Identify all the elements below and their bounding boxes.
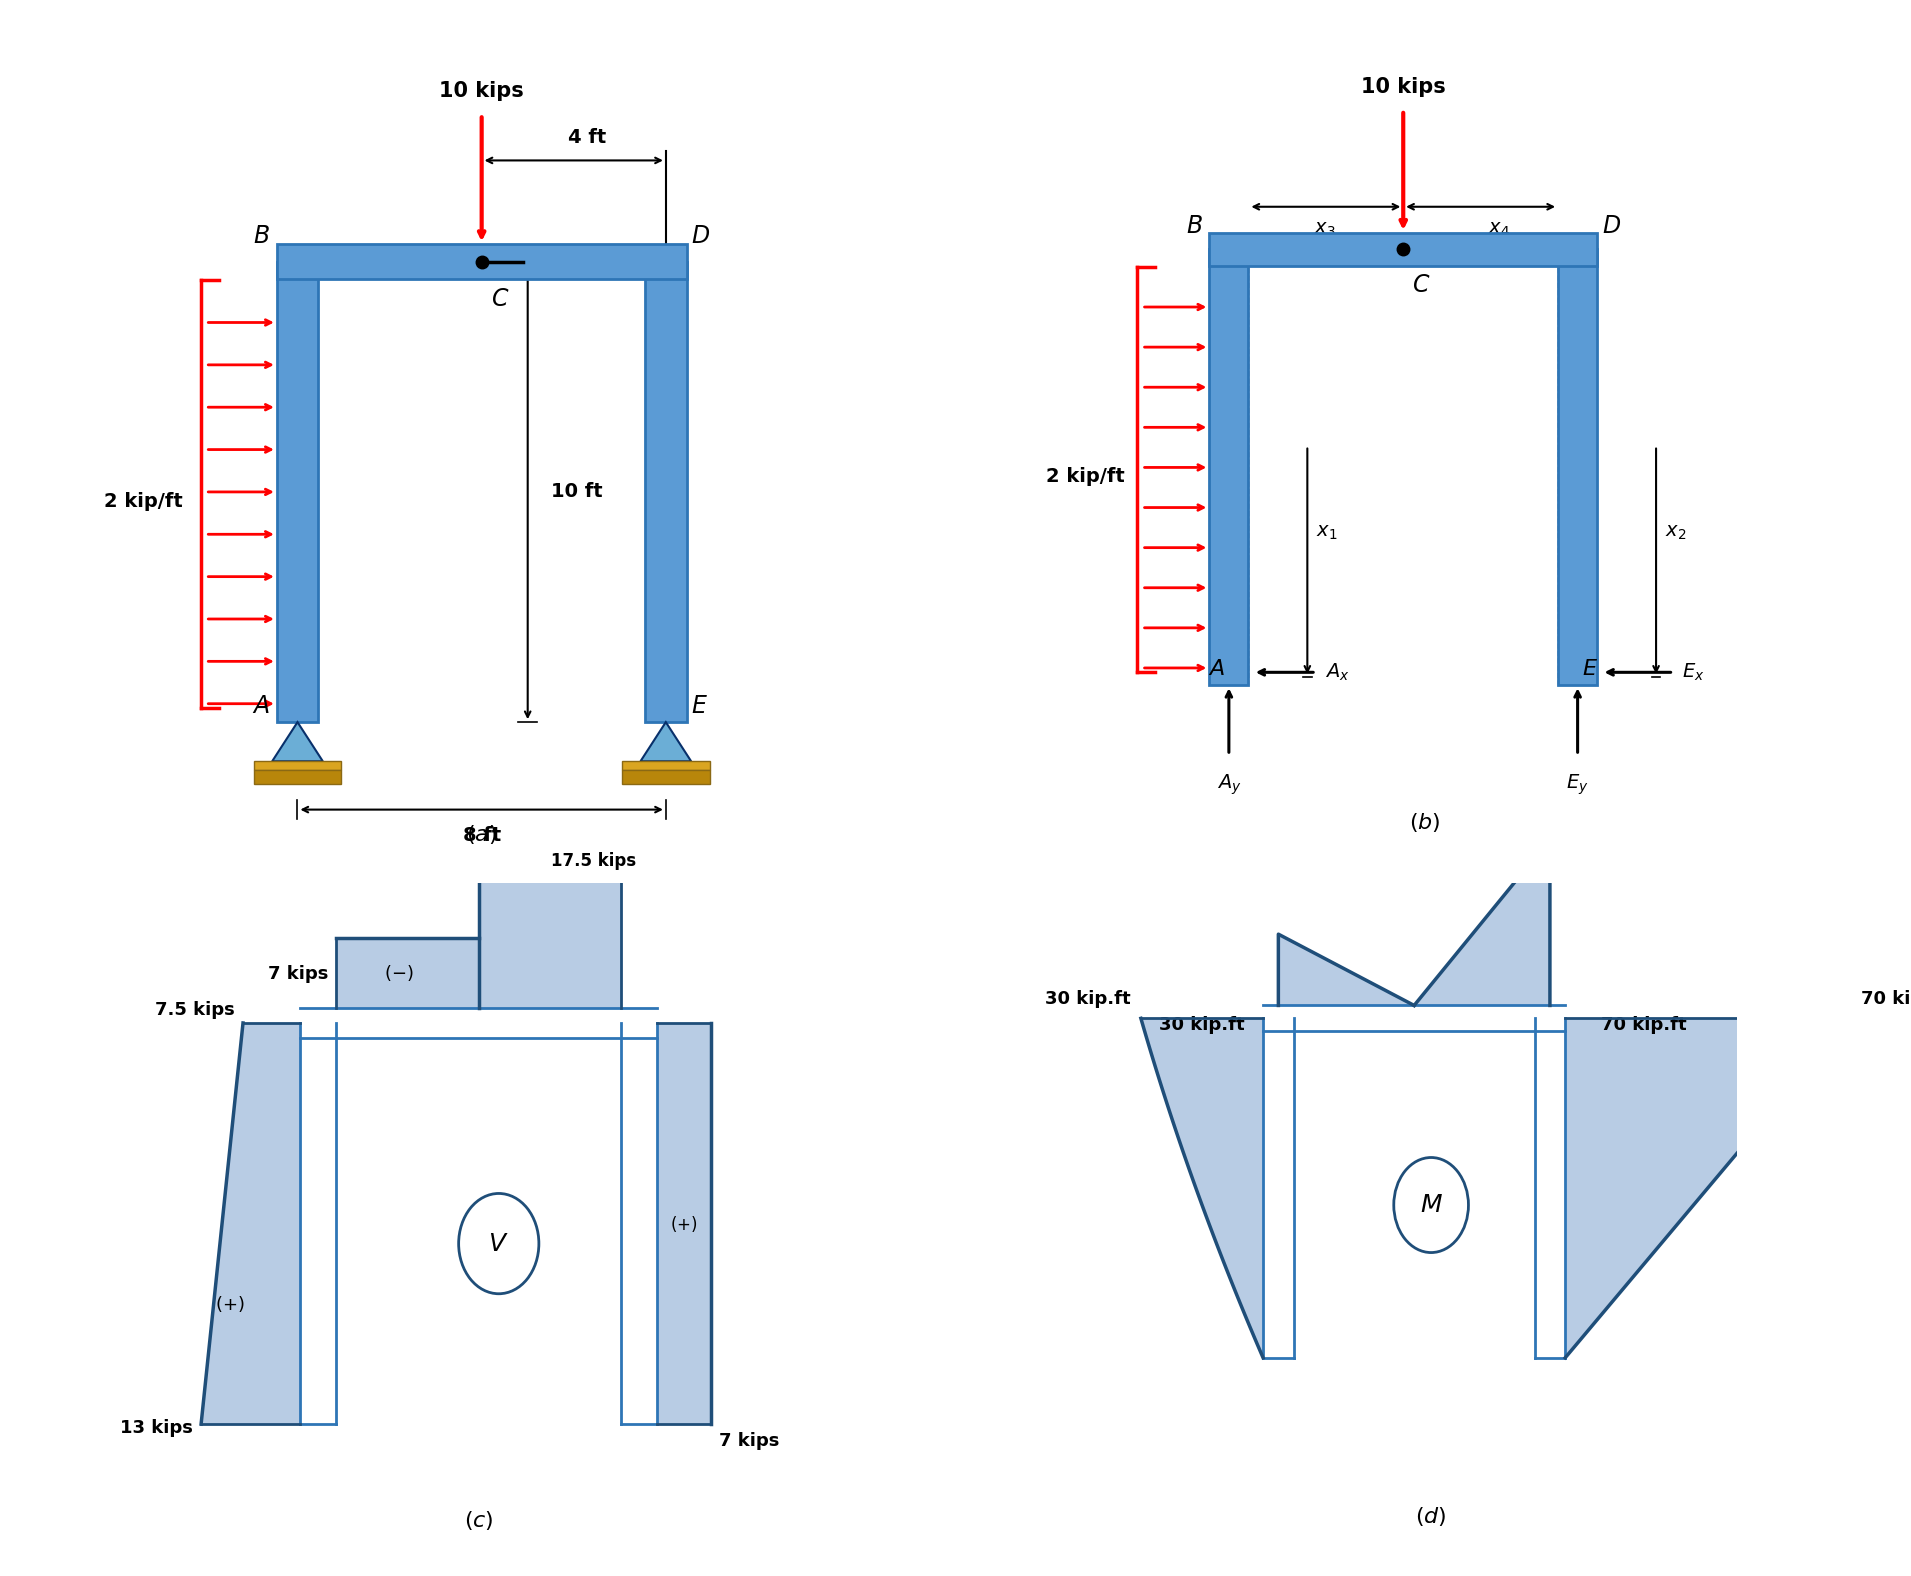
Polygon shape [623, 761, 709, 771]
Text: $(-)$: $(-)$ [384, 963, 413, 982]
Polygon shape [1141, 1018, 1263, 1359]
Text: $x_4$: $x_4$ [1489, 219, 1510, 240]
Text: 13 kips: 13 kips [120, 1418, 193, 1437]
Polygon shape [623, 771, 709, 785]
Text: $(b)$: $(b)$ [1408, 810, 1441, 834]
Polygon shape [1565, 1018, 1850, 1359]
Text: $(a)$: $(a)$ [466, 823, 497, 846]
Polygon shape [277, 244, 686, 279]
Text: $E$: $E$ [1582, 659, 1598, 679]
Text: 70 kip.ft: 70 kip.ft [1861, 990, 1911, 1009]
Text: 8 ft: 8 ft [462, 826, 501, 845]
Polygon shape [1210, 249, 1248, 686]
Text: $(c)$: $(c)$ [464, 1510, 493, 1532]
Text: 30 kip.ft: 30 kip.ft [1158, 1017, 1244, 1034]
Text: $D$: $D$ [692, 224, 711, 249]
Text: $B$: $B$ [1187, 213, 1202, 238]
Text: $A$: $A$ [1208, 659, 1225, 679]
Polygon shape [478, 832, 621, 1007]
Text: $x_1$: $x_1$ [1317, 523, 1338, 542]
Ellipse shape [459, 1193, 539, 1294]
Polygon shape [201, 1023, 300, 1425]
Polygon shape [1414, 838, 1550, 1005]
Polygon shape [1278, 935, 1414, 1005]
Text: 7 kips: 7 kips [268, 965, 329, 983]
Text: 10 ft: 10 ft [550, 482, 602, 501]
Text: $(d)$: $(d)$ [1416, 1505, 1447, 1527]
Text: 17.5 kips: 17.5 kips [550, 853, 636, 870]
Polygon shape [1210, 233, 1598, 266]
Polygon shape [254, 771, 342, 785]
Text: 7 kips: 7 kips [719, 1433, 780, 1450]
Text: 10 kips: 10 kips [1361, 77, 1445, 96]
Text: $C$: $C$ [491, 287, 510, 310]
Polygon shape [657, 1023, 711, 1425]
Text: $x_3$: $x_3$ [1315, 219, 1336, 240]
Polygon shape [277, 262, 319, 722]
Text: $B$: $B$ [252, 224, 269, 249]
Text: $C$: $C$ [1412, 274, 1429, 298]
Polygon shape [271, 722, 323, 761]
Polygon shape [1557, 249, 1598, 686]
Text: 10 kips: 10 kips [440, 80, 524, 101]
Text: $(+)$: $(+)$ [216, 1294, 245, 1314]
Polygon shape [640, 722, 692, 761]
Text: $E_y$: $E_y$ [1567, 772, 1588, 797]
Text: $V$: $V$ [489, 1231, 508, 1256]
Text: $A_x$: $A_x$ [1324, 662, 1349, 682]
Text: $E_x$: $E_x$ [1682, 662, 1705, 682]
Ellipse shape [1393, 1157, 1468, 1253]
Text: $A$: $A$ [252, 693, 269, 717]
Text: $M$: $M$ [1420, 1193, 1443, 1217]
Text: $D$: $D$ [1601, 213, 1621, 238]
Text: $(+)$: $(+)$ [671, 1214, 698, 1234]
Text: 70 kip.ft: 70 kip.ft [1601, 1017, 1687, 1034]
Polygon shape [336, 938, 478, 1007]
Text: 30 kip.ft: 30 kip.ft [1045, 990, 1131, 1009]
Text: $E$: $E$ [692, 693, 707, 717]
Polygon shape [254, 761, 342, 771]
Text: 7.5 kips: 7.5 kips [155, 1001, 235, 1020]
Text: 2 kip/ft: 2 kip/ft [103, 492, 183, 511]
Text: 4 ft: 4 ft [568, 128, 606, 147]
Text: 2 kip/ft: 2 kip/ft [1045, 466, 1124, 485]
Polygon shape [646, 262, 686, 722]
Text: $x_2$: $x_2$ [1664, 523, 1686, 542]
Text: $A_y$: $A_y$ [1217, 772, 1240, 797]
